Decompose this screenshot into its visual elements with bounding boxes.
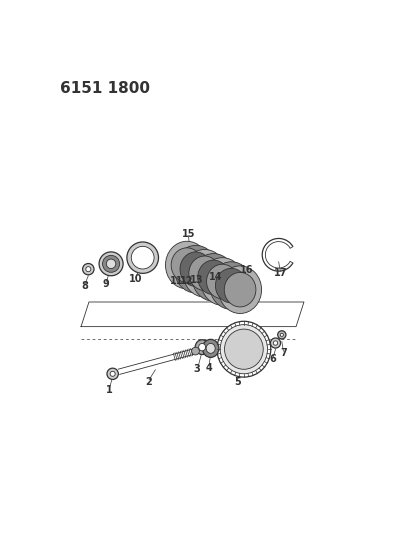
Ellipse shape	[217, 321, 271, 377]
Ellipse shape	[278, 331, 286, 339]
Ellipse shape	[195, 340, 209, 354]
Ellipse shape	[102, 255, 120, 272]
Ellipse shape	[183, 249, 226, 297]
Ellipse shape	[171, 248, 203, 282]
Text: 9: 9	[103, 279, 110, 288]
Ellipse shape	[131, 246, 154, 269]
Ellipse shape	[219, 266, 262, 313]
Ellipse shape	[271, 338, 281, 348]
Ellipse shape	[99, 252, 123, 276]
Text: 16: 16	[240, 265, 254, 276]
Ellipse shape	[215, 268, 247, 303]
Ellipse shape	[220, 325, 268, 374]
Ellipse shape	[166, 241, 208, 289]
Ellipse shape	[82, 263, 94, 275]
Ellipse shape	[86, 266, 91, 272]
Text: 3: 3	[193, 364, 200, 374]
Ellipse shape	[192, 347, 200, 355]
Text: 14: 14	[208, 272, 222, 282]
Ellipse shape	[110, 372, 115, 376]
Text: 6151 1800: 6151 1800	[60, 81, 150, 96]
Ellipse shape	[199, 343, 206, 351]
Ellipse shape	[206, 343, 215, 353]
Ellipse shape	[192, 254, 235, 301]
Ellipse shape	[198, 260, 229, 295]
Text: 12: 12	[180, 276, 194, 286]
Text: 11: 11	[170, 277, 184, 286]
Ellipse shape	[224, 272, 256, 307]
Ellipse shape	[180, 252, 212, 286]
Text: 15: 15	[182, 229, 195, 239]
Ellipse shape	[280, 333, 284, 336]
Text: 10: 10	[129, 274, 142, 285]
Ellipse shape	[189, 256, 220, 290]
Ellipse shape	[206, 264, 238, 298]
Text: 7: 7	[280, 348, 287, 358]
Ellipse shape	[210, 262, 253, 309]
Ellipse shape	[201, 257, 244, 305]
Text: 2: 2	[146, 377, 153, 387]
Ellipse shape	[174, 245, 217, 293]
Ellipse shape	[127, 242, 158, 273]
Ellipse shape	[273, 341, 278, 345]
Text: 1: 1	[106, 385, 113, 395]
Text: 5: 5	[234, 377, 241, 387]
Text: 6: 6	[269, 353, 276, 364]
Ellipse shape	[224, 329, 263, 369]
Ellipse shape	[106, 259, 116, 269]
Text: 4: 4	[206, 362, 213, 373]
Ellipse shape	[202, 340, 219, 358]
Ellipse shape	[107, 368, 118, 379]
Text: 17: 17	[273, 268, 287, 278]
Text: 13: 13	[190, 275, 203, 285]
Text: 8: 8	[82, 280, 89, 290]
